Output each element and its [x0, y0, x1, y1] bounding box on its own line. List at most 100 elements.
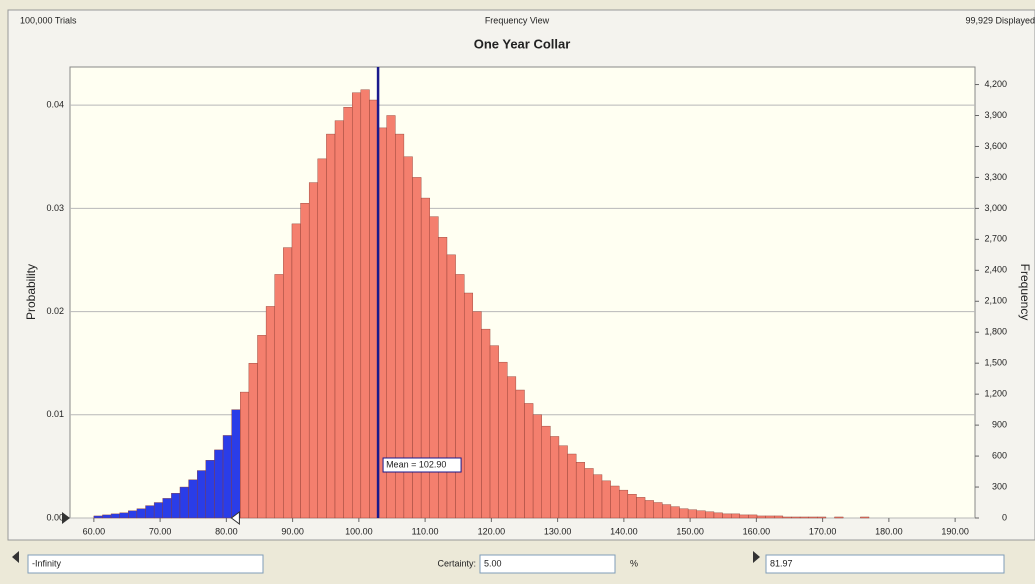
bar	[532, 414, 542, 519]
bar	[593, 474, 603, 519]
bar	[240, 391, 250, 519]
bar	[730, 513, 741, 519]
bar	[515, 389, 525, 519]
x-tick-label: 190.00	[941, 526, 969, 536]
bar	[550, 436, 560, 519]
y2-axis-label: Frequency	[1018, 264, 1032, 321]
bar	[248, 362, 258, 519]
y2-tick-label: 2,700	[984, 234, 1007, 244]
bar	[119, 512, 129, 519]
bar	[222, 435, 232, 519]
y2-tick-label: 3,000	[984, 203, 1007, 213]
upper-grabber	[230, 511, 240, 525]
bar	[265, 306, 275, 519]
bar	[498, 361, 508, 519]
x-tick-label: 150.00	[676, 526, 704, 536]
bar	[136, 508, 146, 519]
y-tick-label: 0.02	[46, 306, 64, 316]
bar	[722, 513, 732, 519]
bar	[317, 158, 327, 519]
x-tick-label: 160.00	[743, 526, 771, 536]
bar	[145, 505, 155, 519]
y2-tick-label: 1,500	[984, 358, 1007, 368]
bar	[162, 498, 172, 519]
bar	[446, 254, 456, 519]
bar	[860, 516, 870, 519]
x-tick-label: 90.00	[281, 526, 304, 536]
trials: 100,000 Trials	[20, 15, 77, 25]
x-tick-label: 80.00	[215, 526, 238, 536]
bar	[326, 133, 336, 519]
bar	[558, 445, 568, 519]
bar	[489, 345, 499, 519]
y-tick-label: 0.04	[46, 100, 64, 110]
bar	[179, 486, 189, 519]
bar	[774, 515, 784, 519]
bar	[472, 311, 482, 519]
y2-tick-label: 1,800	[984, 327, 1007, 337]
lower-value: -Infinity	[32, 558, 62, 568]
bar	[567, 453, 577, 519]
bar	[705, 511, 715, 519]
y2-tick-label: 600	[992, 450, 1007, 460]
mean-label: Mean = 102.90	[386, 459, 446, 469]
bar	[627, 494, 637, 519]
bar	[739, 514, 749, 519]
bar	[455, 274, 465, 519]
certainty-label: Certainty:	[437, 558, 476, 568]
bar	[102, 514, 112, 519]
bar	[808, 516, 818, 519]
left-arrow[interactable]	[12, 551, 19, 563]
bar	[782, 516, 792, 519]
y2-tick-label: 3,600	[984, 141, 1007, 151]
lower-input[interactable]	[27, 554, 264, 574]
bar	[653, 502, 663, 519]
upper-value: 81.97	[770, 558, 793, 568]
bar	[662, 504, 672, 519]
lower-grabber	[62, 512, 70, 524]
bar	[153, 502, 163, 519]
bar	[205, 460, 215, 519]
bar	[308, 182, 318, 519]
bar	[352, 92, 362, 519]
bar	[524, 403, 534, 519]
bar	[584, 468, 594, 519]
y2-tick-label: 3,300	[984, 172, 1007, 182]
bar	[575, 462, 585, 519]
bar	[834, 516, 844, 519]
bar	[93, 515, 103, 519]
y2-tick-label: 3,900	[984, 110, 1007, 120]
bar	[687, 509, 697, 519]
bar	[429, 216, 439, 519]
y2-tick-label: 4,200	[984, 79, 1007, 89]
right-arrow[interactable]	[753, 551, 760, 563]
bar	[128, 510, 138, 519]
bar	[541, 425, 551, 519]
y-axis-label: Probability	[24, 264, 38, 320]
y2-tick-label: 300	[992, 481, 1007, 491]
chart-title: One Year Collar	[474, 36, 571, 51]
bar	[300, 203, 310, 519]
certainty-input[interactable]	[479, 554, 616, 574]
bar	[291, 223, 301, 519]
certainty-unit: %	[630, 558, 638, 568]
bar	[334, 120, 344, 519]
y-tick-label: 0.03	[46, 203, 64, 213]
bar	[610, 485, 620, 519]
bar	[257, 335, 267, 519]
bar	[696, 510, 706, 519]
x-tick-label: 100.00	[345, 526, 373, 536]
bar	[171, 493, 181, 519]
bar	[817, 516, 827, 519]
bar	[601, 480, 611, 519]
bar	[438, 237, 448, 519]
x-tick-label: 110.00	[412, 526, 439, 536]
y-tick-label: 0.00	[46, 512, 64, 522]
x-tick-label: 130.00	[544, 526, 572, 536]
certainty-value: 5.00	[484, 558, 502, 568]
upper-input[interactable]	[765, 554, 1005, 574]
x-tick-label: 60.00	[83, 526, 106, 536]
bar	[765, 515, 775, 519]
y2-tick-label: 2,100	[984, 296, 1007, 306]
